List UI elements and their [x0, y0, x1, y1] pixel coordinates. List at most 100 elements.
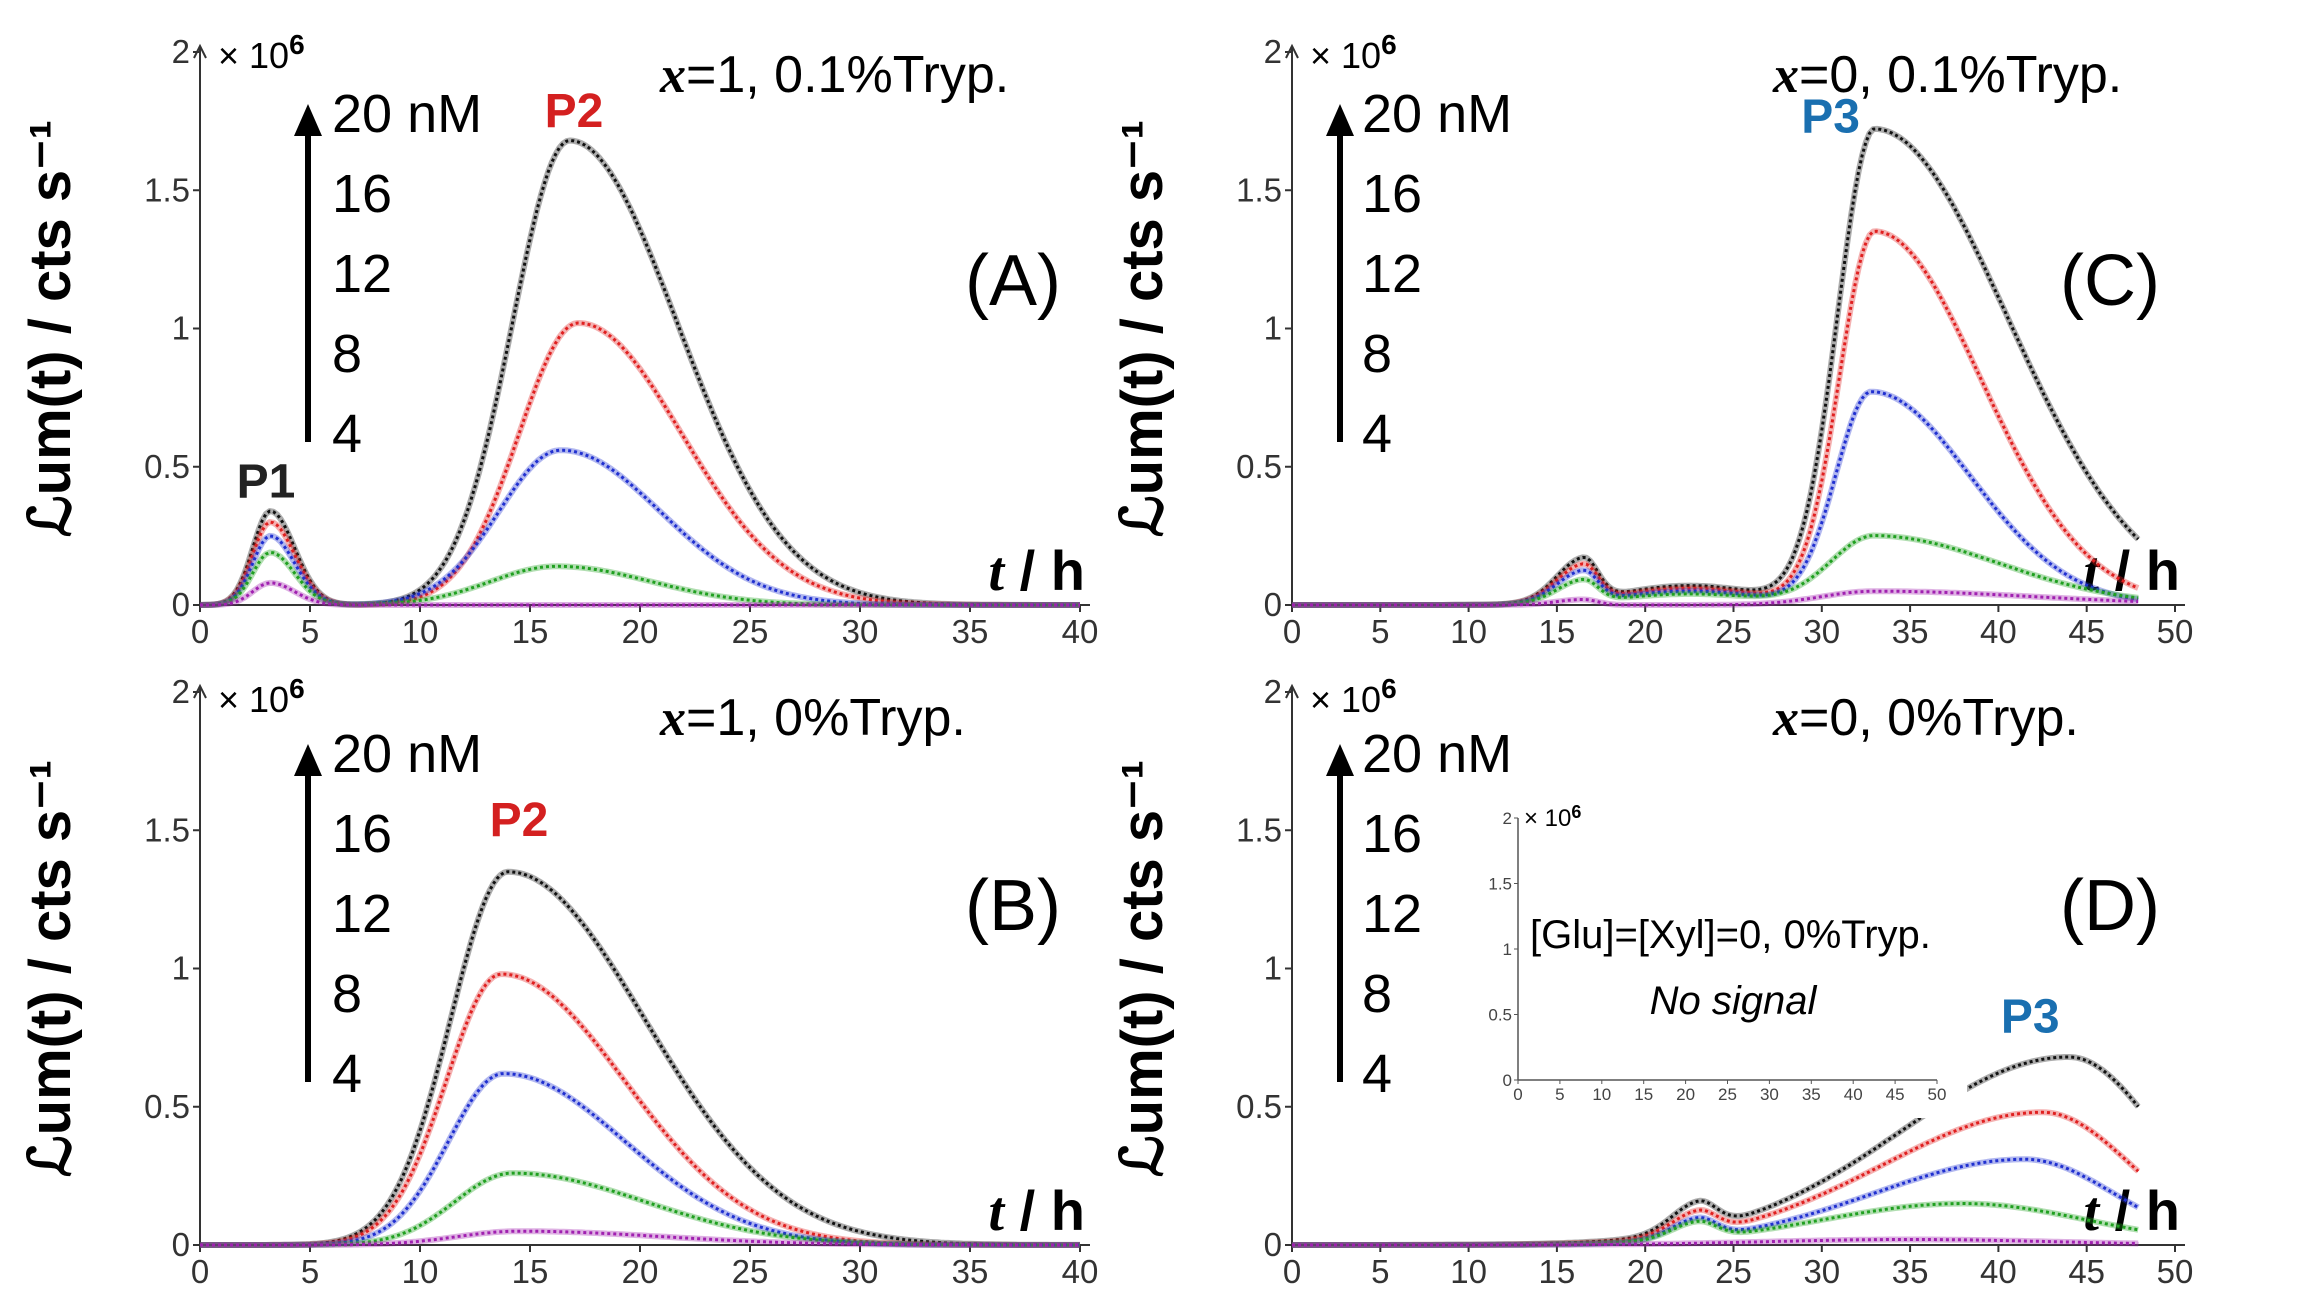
- y-axis-title: ℒum(t) / cts s⁻¹: [1110, 120, 1175, 537]
- series-line: [200, 551, 1080, 607]
- series-line: [1292, 390, 2139, 607]
- x-tick-label: 45: [2068, 613, 2105, 650]
- y-tick-label: 0.5: [144, 448, 190, 485]
- condition-variable: x: [659, 47, 686, 104]
- inset-x-tick-label: 45: [1886, 1085, 1905, 1104]
- multiplier-label: × 106: [1310, 673, 1397, 720]
- concentration-label: 20 nM: [332, 84, 482, 144]
- x-axis-title-unit: / h: [2099, 539, 2180, 602]
- panel-letter: (D): [2060, 866, 2160, 946]
- x-tick-label: 30: [1803, 613, 1840, 650]
- x-tick-label: 35: [952, 613, 989, 650]
- x-tick-label: 40: [1062, 1253, 1099, 1290]
- y-tick-label: 2: [172, 673, 190, 710]
- panel-c: 0 5 10 15 20 25 30 35 40 45 50 0 0.5 1 1.5 2 × 106 ℒum(t)…: [1110, 29, 2193, 650]
- concentration-label: 12: [332, 884, 392, 944]
- condition-value: =0, 0%Tryp.: [1799, 689, 2079, 747]
- y-axis-arrow: [193, 683, 207, 699]
- panel-letter: (C): [2060, 241, 2160, 321]
- x-axis-title-unit: / h: [1004, 539, 1085, 602]
- concentration-label: 12: [1362, 244, 1422, 304]
- concentration-label: 8: [1362, 964, 1392, 1024]
- concentration-label: 8: [332, 964, 362, 1024]
- series-line: [200, 581, 1080, 607]
- x-tick-label: 20: [1627, 1253, 1664, 1290]
- x-axis-title-unit: / h: [1004, 1179, 1085, 1242]
- concentration-label: 4: [332, 404, 362, 464]
- series-line: [1292, 1202, 2139, 1247]
- x-axis-title-unit: / h: [2099, 1179, 2180, 1242]
- x-tick-label: 5: [1371, 1253, 1389, 1290]
- y-tick-label: 0: [172, 586, 190, 623]
- x-tick-label: 5: [301, 1253, 319, 1290]
- series-halo: [1292, 1156, 2140, 1248]
- x-tick-label: 25: [1715, 613, 1752, 650]
- concentration-label: 4: [1362, 404, 1392, 464]
- concentration-label: 20 nM: [1362, 84, 1512, 144]
- x-tick-label: 10: [1450, 613, 1487, 650]
- multiplier-label: × 106: [218, 673, 305, 720]
- concentration-label: 16: [332, 164, 392, 224]
- concentration-label: 20 nM: [332, 724, 482, 784]
- x-tick-label: 15: [1539, 1253, 1576, 1290]
- y-tick-label: 0: [172, 1226, 190, 1263]
- x-tick-label: 30: [842, 1253, 879, 1290]
- peak-label: P2: [490, 794, 549, 847]
- x-tick-label: 10: [402, 613, 439, 650]
- series-halo: [200, 1228, 1080, 1248]
- series-line: [1292, 1157, 2139, 1247]
- x-tick-label: 40: [1980, 613, 2017, 650]
- condition-value: =0, 0.1%Tryp.: [1799, 46, 2122, 104]
- y-tick-label: 2: [1264, 673, 1282, 710]
- concentration-label: 4: [1362, 1044, 1392, 1104]
- y-tick-label: 1.5: [144, 811, 190, 848]
- concentration-arrow-head: [294, 104, 322, 136]
- x-axis-title: t / h: [989, 539, 1085, 603]
- series-line: [1292, 1055, 2140, 1247]
- inset-x-tick-label: 15: [1634, 1085, 1653, 1104]
- concentration-label: 16: [1362, 164, 1422, 224]
- condition-label: x=0, 0%Tryp.: [1772, 689, 2079, 747]
- x-tick-label: 5: [301, 613, 319, 650]
- x-tick-label: 25: [732, 613, 769, 650]
- y-tick-label: 0.5: [1236, 448, 1282, 485]
- multiplier-label: × 106: [1310, 29, 1397, 76]
- x-tick-label: 35: [1892, 1253, 1929, 1290]
- inset-x-tick-label: 0: [1513, 1085, 1522, 1104]
- y-axis-arrow: [1285, 683, 1299, 699]
- multiplier-exponent: 6: [289, 673, 305, 704]
- x-tick-label: 35: [1892, 613, 1929, 650]
- x-tick-label: 35: [952, 1253, 989, 1290]
- peak-label: P1: [237, 455, 296, 508]
- series-halo: [1292, 125, 2141, 608]
- peak-label: P3: [2001, 990, 2060, 1043]
- inset-y-tick-label: 1.5: [1488, 875, 1512, 894]
- condition-value: =1, 0%Tryp.: [686, 689, 966, 747]
- x-tick-label: 20: [622, 613, 659, 650]
- panel-a: 0 5 10 15 20 25 30 35 40 0 0.5 1 1.5 2 × 106 ℒum(t) / c…: [18, 29, 1098, 650]
- x-tick-label: 30: [1803, 1253, 1840, 1290]
- x-tick-label: 45: [2068, 1253, 2105, 1290]
- x-axis-title: t / h: [2084, 1179, 2180, 1243]
- y-tick-label: 0.5: [1236, 1088, 1282, 1125]
- concentration-label: 16: [332, 804, 392, 864]
- inset-condition-text: [Glu]=[Xyl]=0, 0%Tryp.: [1530, 913, 1931, 957]
- x-tick-label: 40: [1062, 613, 1099, 650]
- x-tick-label: 25: [732, 1253, 769, 1290]
- y-tick-label: 1: [1264, 310, 1282, 347]
- concentration-arrow-head: [294, 744, 322, 776]
- y-tick-label: 0.5: [144, 1088, 190, 1125]
- y-tick-label: 1.5: [144, 171, 190, 208]
- concentration-arrow-head: [1326, 104, 1354, 136]
- x-axis-title-var: t: [989, 541, 1006, 603]
- inset-no-signal: No signal: [1650, 979, 1818, 1023]
- concentration-label: 12: [332, 244, 392, 304]
- concentration-label: 12: [1362, 884, 1422, 944]
- x-tick-label: 15: [512, 613, 549, 650]
- panel-b: 0 5 10 15 20 25 30 35 40 0 0.5 1 1.5 2 × 106 ℒum(t) / c…: [18, 673, 1098, 1290]
- x-tick-label: 30: [842, 613, 879, 650]
- series-halo: [1292, 388, 2139, 608]
- inset-multiplier-exponent: 6: [1571, 802, 1581, 822]
